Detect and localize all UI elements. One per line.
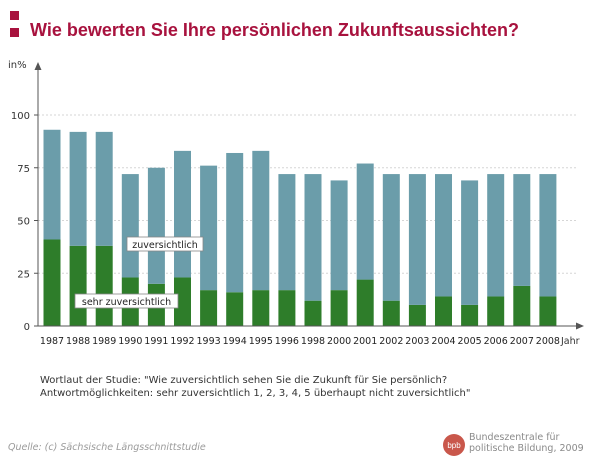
title-marker-top bbox=[10, 11, 19, 20]
bar-zuversichtlich-1994 bbox=[226, 152, 244, 293]
bar-zuversichtlich-2006 bbox=[487, 174, 505, 297]
x-tick-label-2007: 2007 bbox=[510, 336, 534, 347]
bar-zuversichtlich-1998 bbox=[304, 174, 322, 301]
legend-label-sehr-zuversichtlich-box bbox=[74, 293, 179, 309]
bar-sehr-zuversichtlich-1989 bbox=[95, 245, 113, 326]
legend-label-sehr-zuversichtlich: sehr zuversichtlich bbox=[82, 297, 171, 308]
publisher: Bundeszentrale für politische Bildung, 2… bbox=[469, 432, 584, 454]
bar-sehr-zuversichtlich-2007 bbox=[513, 285, 531, 326]
y-tick-label-100: 100 bbox=[11, 111, 30, 122]
x-axis-label: Jahr bbox=[560, 336, 580, 347]
bar-zuversichtlich-1991 bbox=[147, 167, 165, 284]
bar-zuversichtlich-1992 bbox=[174, 150, 191, 278]
x-tick-label-1990: 1990 bbox=[118, 336, 142, 347]
study-question: Wortlaut der Studie: "Wie zuversichtlich… bbox=[40, 375, 448, 386]
legend-label-zuversichtlich: zuversichtlich bbox=[132, 240, 197, 251]
bar-sehr-zuversichtlich-2000 bbox=[330, 290, 348, 326]
y-tick-label-75: 75 bbox=[17, 164, 30, 175]
legend-label-zuversichtlich-box bbox=[126, 236, 204, 252]
bar-zuversichtlich-2007 bbox=[513, 174, 531, 286]
bar-sehr-zuversichtlich-1995 bbox=[252, 290, 270, 326]
bar-zuversichtlich-1995 bbox=[252, 150, 270, 291]
x-tick-label-1991: 1991 bbox=[144, 336, 168, 347]
bar-sehr-zuversichtlich-2005 bbox=[461, 304, 479, 326]
bar-zuversichtlich-2001 bbox=[356, 163, 374, 280]
bar-zuversichtlich-2005 bbox=[461, 180, 479, 305]
x-tick-label-1993: 1993 bbox=[197, 336, 221, 347]
x-tick-label-2005: 2005 bbox=[458, 336, 482, 347]
bar-sehr-zuversichtlich-1988 bbox=[69, 245, 87, 326]
publisher-line2: politische Bildung, 2009 bbox=[469, 443, 584, 454]
bar-sehr-zuversichtlich-1992 bbox=[174, 277, 191, 326]
chart-title: Wie bewerten Sie Ihre persönlichen Zukun… bbox=[30, 20, 519, 40]
bar-zuversichtlich-1989 bbox=[95, 131, 113, 246]
bar-sehr-zuversichtlich-1994 bbox=[226, 292, 244, 326]
bar-zuversichtlich-2002 bbox=[382, 174, 400, 301]
x-tick-label-1988: 1988 bbox=[66, 336, 90, 347]
bar-sehr-zuversichtlich-2006 bbox=[487, 296, 505, 326]
bpb-logo-text: bpb bbox=[447, 441, 461, 450]
title-marker bbox=[10, 28, 19, 37]
bar-sehr-zuversichtlich-1993 bbox=[200, 290, 218, 326]
x-tick-label-1995: 1995 bbox=[249, 336, 273, 347]
bar-sehr-zuversichtlich-1998 bbox=[304, 300, 322, 326]
bar-zuversichtlich-1988 bbox=[69, 131, 87, 246]
x-tick-label-1987: 1987 bbox=[40, 336, 64, 347]
bar-sehr-zuversichtlich-1996 bbox=[278, 290, 296, 326]
bar-zuversichtlich-2000 bbox=[330, 180, 348, 291]
bar-sehr-zuversichtlich-2002 bbox=[382, 300, 400, 326]
x-axis-arrow bbox=[576, 322, 584, 330]
x-tick-label-2001: 2001 bbox=[353, 336, 377, 347]
y-tick-label-0: 0 bbox=[24, 322, 30, 333]
bar-zuversichtlich-1993 bbox=[200, 165, 218, 291]
bar-zuversichtlich-1996 bbox=[278, 174, 296, 291]
bpb-logo-icon: bpb bbox=[443, 434, 465, 456]
x-tick-label-2006: 2006 bbox=[484, 336, 508, 347]
x-tick-label-2002: 2002 bbox=[379, 336, 403, 347]
bar-sehr-zuversichtlich-1987 bbox=[43, 239, 61, 326]
x-tick-label-1994: 1994 bbox=[223, 336, 247, 347]
bar-sehr-zuversichtlich-2004 bbox=[435, 296, 452, 326]
answer-options: Antwortmöglichkeiten: sehr zuversichtlic… bbox=[40, 388, 471, 399]
bar-zuversichtlich-1990 bbox=[121, 174, 139, 278]
x-tick-label-2000: 2000 bbox=[327, 336, 351, 347]
bar-zuversichtlich-1987 bbox=[43, 129, 61, 240]
bar-sehr-zuversichtlich-2003 bbox=[408, 304, 426, 326]
y-tick-label-50: 50 bbox=[17, 217, 30, 228]
x-tick-label-1998: 1998 bbox=[301, 336, 325, 347]
x-tick-label-2008: 2008 bbox=[536, 336, 560, 347]
source-text: Quelle: (c) Sächsische Längsschnittstudi… bbox=[8, 442, 206, 453]
axes bbox=[34, 62, 584, 330]
x-tick-label-1989: 1989 bbox=[92, 336, 116, 347]
bar-sehr-zuversichtlich-2001 bbox=[356, 279, 374, 326]
y-axis-unit-label: in% bbox=[8, 60, 27, 71]
x-tick-label-2004: 2004 bbox=[431, 336, 455, 347]
bar-zuversichtlich-2004 bbox=[435, 174, 452, 297]
x-tick-label-1992: 1992 bbox=[170, 336, 194, 347]
bar-zuversichtlich-2003 bbox=[408, 174, 426, 305]
publisher-line1: Bundeszentrale für bbox=[469, 432, 560, 443]
bar-zuversichtlich-2008 bbox=[539, 174, 557, 297]
x-tick-label-2003: 2003 bbox=[405, 336, 429, 347]
study-note: Wortlaut der Studie: "Wie zuversichtlich… bbox=[40, 374, 470, 400]
y-axis-arrow bbox=[34, 62, 42, 70]
y-tick-label-25: 25 bbox=[17, 269, 30, 280]
x-tick-label-1996: 1996 bbox=[275, 336, 299, 347]
bar-sehr-zuversichtlich-2008 bbox=[539, 296, 557, 326]
